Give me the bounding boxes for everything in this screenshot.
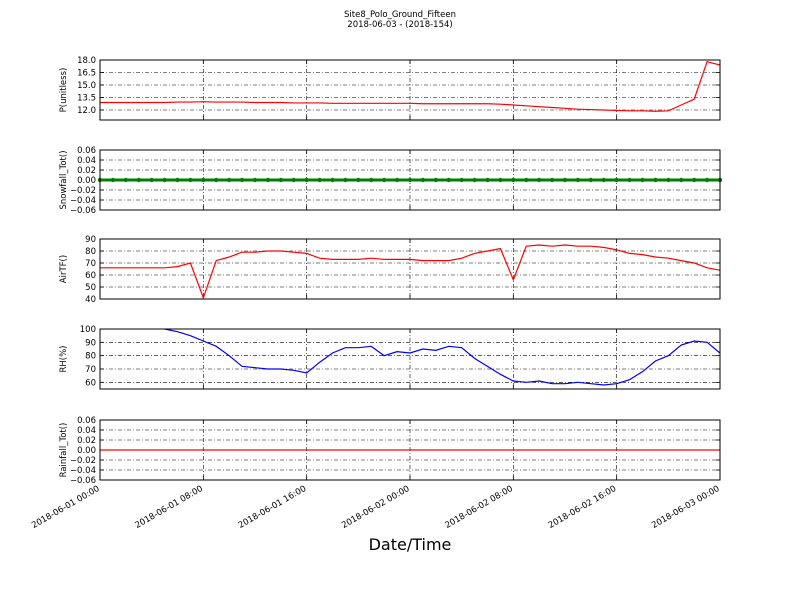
series-marker — [149, 177, 154, 183]
series-marker — [394, 177, 400, 183]
y-axis-label: RH(%) — [59, 345, 69, 372]
y-tick-label: 0.00 — [77, 446, 96, 456]
series-marker — [433, 177, 439, 183]
series-marker — [472, 177, 477, 183]
series-marker — [601, 177, 606, 183]
y-tick-label: 40 — [85, 295, 96, 305]
y-tick-label: 13.5 — [77, 94, 96, 104]
series-marker — [239, 177, 245, 183]
plot-frame — [99, 328, 721, 390]
series-line — [164, 329, 720, 386]
y-axis-label: Rainfall_Tot() — [59, 423, 69, 478]
y-tick-label: 70 — [85, 259, 96, 269]
plot-frame — [99, 419, 721, 481]
series-marker — [666, 177, 671, 183]
series-marker — [330, 177, 335, 183]
series-marker — [123, 177, 129, 183]
y-tick-label: 0.06 — [77, 146, 96, 156]
series-marker — [278, 177, 284, 183]
y-tick-label: 0.02 — [77, 436, 96, 446]
y-tick-label: 50 — [85, 283, 96, 293]
series-marker — [704, 177, 710, 183]
series-marker — [653, 177, 658, 183]
series-marker — [627, 177, 632, 183]
y-tick-label: 90 — [85, 235, 96, 245]
series-marker — [575, 177, 581, 183]
y-tick-label: 80 — [85, 247, 96, 257]
series-marker — [214, 177, 219, 183]
figure-subtitle: 2018-06-03 - (2018-154) — [347, 20, 452, 30]
y-tick-label: 15.0 — [77, 81, 96, 91]
series-marker — [588, 177, 594, 183]
series-marker — [304, 177, 309, 183]
series-marker — [614, 177, 619, 183]
y-tick-label: 0.00 — [77, 176, 96, 186]
series-marker — [356, 177, 361, 183]
series-marker — [640, 177, 645, 183]
x-axis-label: Date/Time — [369, 535, 452, 554]
series-marker — [381, 177, 387, 183]
y-tick-label: 16.5 — [77, 69, 96, 79]
series-marker — [252, 177, 258, 183]
series-marker — [162, 177, 167, 183]
series-marker — [536, 177, 542, 183]
plot-frame — [99, 238, 721, 300]
series-marker — [524, 177, 529, 183]
y-tick-label: 60 — [85, 378, 96, 388]
figure-title: Site8_Polo_Ground_Fifteen — [344, 10, 456, 20]
y-tick-label: 100 — [80, 325, 96, 335]
series-marker — [110, 177, 116, 183]
series-marker — [446, 177, 451, 183]
y-tick-label: 0.02 — [77, 166, 96, 176]
series-marker — [511, 177, 516, 183]
y-tick-label: −0.06 — [70, 206, 96, 216]
y-tick-label: −0.02 — [70, 186, 96, 196]
y-tick-label: 70 — [85, 365, 96, 375]
y-tick-label: −0.02 — [70, 456, 96, 466]
series-marker — [485, 177, 490, 183]
series-line — [100, 244, 720, 299]
series-marker — [691, 177, 697, 183]
series-marker — [562, 177, 568, 183]
series-marker — [175, 177, 180, 183]
series-marker — [265, 177, 271, 183]
y-tick-label: 60 — [85, 271, 96, 281]
y-tick-label: 80 — [85, 352, 96, 362]
series-marker — [226, 177, 232, 183]
y-tick-label: −0.06 — [70, 476, 96, 486]
y-tick-label: 0.06 — [77, 416, 96, 426]
y-tick-label: 0.04 — [77, 426, 96, 436]
plot-frame — [99, 59, 721, 121]
y-tick-label: −0.04 — [70, 466, 96, 476]
series-marker — [317, 177, 322, 183]
series-line — [100, 60, 720, 112]
y-axis-label: Snowfall_Tot() — [59, 150, 69, 209]
y-tick-label: 90 — [85, 338, 96, 348]
y-tick-label: 0.04 — [77, 156, 96, 166]
series-marker — [188, 177, 193, 183]
plot-frame — [99, 149, 721, 211]
y-tick-label: 18.0 — [77, 56, 96, 66]
series-marker — [459, 177, 464, 183]
series-marker — [291, 177, 296, 183]
series-marker — [369, 177, 374, 183]
series-marker — [407, 177, 413, 183]
series-marker — [343, 177, 348, 183]
series-marker — [420, 177, 426, 183]
y-tick-label: 12.0 — [77, 106, 96, 116]
series-marker — [498, 177, 503, 183]
y-axis-label: P(unitless) — [59, 68, 69, 113]
y-axis-label: AirTF() — [59, 255, 69, 283]
series-marker — [136, 177, 141, 183]
y-tick-label: −0.04 — [70, 196, 96, 206]
series-marker — [549, 177, 555, 183]
series-marker — [201, 177, 206, 183]
series-marker — [679, 177, 684, 183]
